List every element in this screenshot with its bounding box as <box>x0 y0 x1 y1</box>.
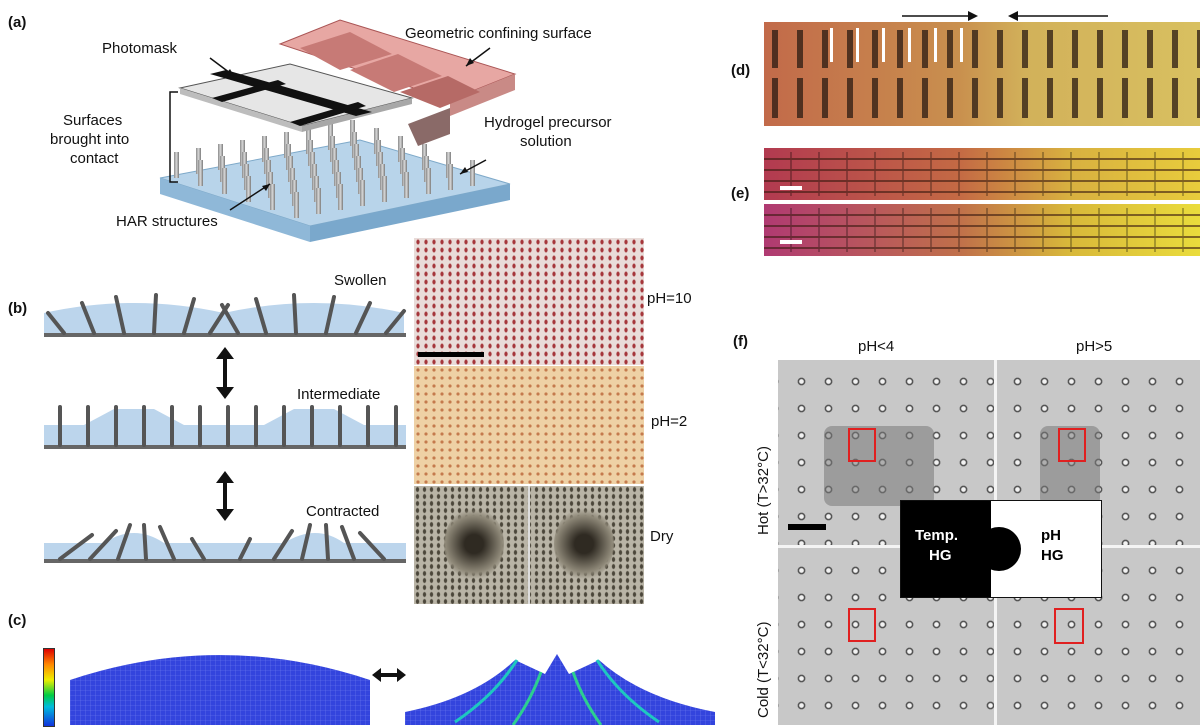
scale-bar <box>788 524 826 530</box>
har-pillar <box>198 160 203 186</box>
har-pillar <box>294 192 299 218</box>
har-pillar <box>222 168 227 194</box>
scale-bar <box>418 352 484 357</box>
swollen-gel <box>44 303 404 335</box>
ph2-micrograph <box>414 366 644 484</box>
mask-cross-1 <box>210 70 372 116</box>
temp-hg-line2: HG <box>929 547 952 564</box>
precursor-label-line2: solution <box>520 133 572 150</box>
hot-label: Hot (T>32°C) <box>755 446 772 535</box>
har-pillar <box>404 172 409 198</box>
cold-label: Cold (T<32°C) <box>755 621 772 718</box>
har-pillar <box>316 188 321 214</box>
panel-d-micrograph <box>764 22 1200 126</box>
ph-hg-line1: pH <box>1041 527 1061 544</box>
fem-mesh-swollen <box>70 655 370 725</box>
contact-label-line1: Surfaces <box>63 112 123 129</box>
contact-label-line3: contact <box>70 150 119 167</box>
panel-e-label: (e) <box>731 185 750 202</box>
ph-hg-line2: HG <box>1041 547 1064 564</box>
ph10-micrograph <box>414 238 644 365</box>
har-pillar <box>174 152 179 178</box>
substrate-front <box>160 178 310 242</box>
dry-micrograph <box>414 486 644 604</box>
panel-f-label: (f) <box>733 333 748 350</box>
har-pillar <box>426 168 431 194</box>
substrate-side <box>310 184 510 242</box>
panel-a-schematic <box>159 19 517 242</box>
fem-mesh-contracted <box>405 654 715 725</box>
panel-e-micrograph-1 <box>764 148 1200 200</box>
ph-low-label: pH<4 <box>858 338 895 355</box>
ph2-label: pH=2 <box>651 413 688 430</box>
har-pillar <box>270 184 275 210</box>
precursor-label-line1: Hydrogel precursor <box>484 114 612 131</box>
dry-label: Dry <box>650 528 674 545</box>
har-pillar <box>338 184 343 210</box>
contracted-label: Contracted <box>306 503 380 520</box>
temp-hg-line1: Temp. <box>915 527 959 544</box>
panel-b-schematic <box>44 293 406 563</box>
ph10-label: pH=10 <box>647 290 692 307</box>
scale-bar <box>780 240 802 244</box>
intermediate-label: Intermediate <box>297 386 381 403</box>
confining-surface-label: Geometric confining surface <box>405 25 592 42</box>
har-pillar <box>246 176 251 202</box>
double-arrow-c <box>372 668 406 682</box>
har-pillar <box>470 160 475 186</box>
intermediate-gel <box>44 409 406 447</box>
panel-b-label: (b) <box>8 300 28 317</box>
scale-bar <box>780 186 802 190</box>
har-pillar <box>382 176 387 202</box>
colorbar <box>43 648 55 727</box>
har-pillars <box>174 120 475 218</box>
panel-d-arrows <box>902 11 1108 21</box>
photomask-label: Photomask <box>102 40 178 57</box>
panel-e-micrograph-2 <box>764 204 1200 256</box>
hg-legend: Temp. HG pH HG <box>900 500 1102 598</box>
ph-high-label: pH>5 <box>1076 338 1113 355</box>
har-pillar <box>360 180 365 206</box>
contracted-gel <box>44 533 406 561</box>
panel-a-label: (a) <box>8 14 27 31</box>
contact-label-line2: brought into <box>50 131 130 148</box>
panel-d-label: (d) <box>731 62 751 79</box>
panel-c-label: (c) <box>8 612 27 629</box>
har-pillar <box>448 164 453 190</box>
swollen-label: Swollen <box>334 272 387 289</box>
har-label: HAR structures <box>116 213 218 230</box>
